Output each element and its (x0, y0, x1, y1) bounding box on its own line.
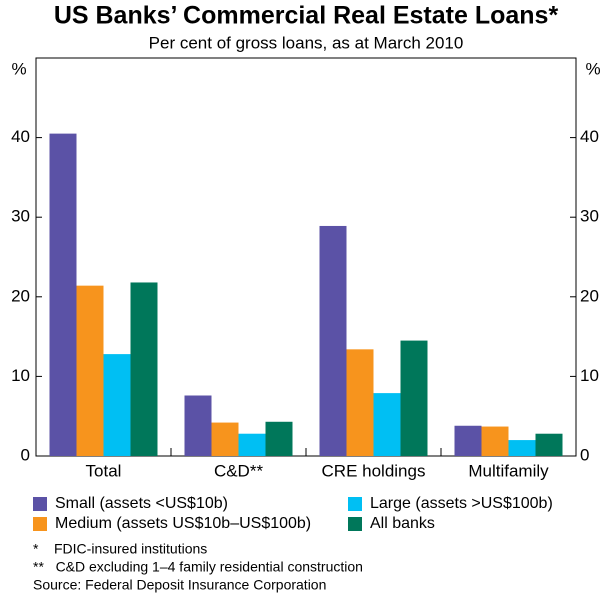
x-tick-label: Total (86, 461, 122, 480)
legend-swatch (348, 517, 362, 531)
legend-swatch (33, 497, 47, 511)
y2-tick-label: 40 (580, 127, 599, 146)
chart-title: US Banks’ Commercial Real Estate Loans* (54, 2, 559, 30)
legend-label: Large (assets >US$100b) (370, 495, 553, 512)
y2-tick-label: 10 (580, 366, 599, 385)
bar (319, 225, 347, 456)
y-tick-label: 20 (11, 286, 30, 305)
y2-tick-label: 30 (580, 207, 599, 226)
y2-axis-label: % (585, 59, 600, 78)
footnote: Source: Federal Deposit Insurance Corpor… (33, 577, 326, 593)
bar (454, 425, 482, 456)
bar (211, 422, 239, 456)
legend-label: Small (assets <US$10b) (55, 495, 228, 512)
y-tick-label: 10 (11, 366, 30, 385)
bar (265, 421, 293, 456)
bar (184, 395, 212, 456)
y2-tick-label: 20 (580, 286, 599, 305)
x-tick-label: CRE holdings (322, 461, 426, 480)
bar (508, 440, 536, 456)
bar (49, 133, 77, 456)
bar (373, 393, 401, 456)
y-tick-label: 40 (11, 127, 30, 146)
bar (481, 426, 509, 456)
legend-swatch (348, 497, 362, 511)
bar (76, 285, 104, 456)
bar (400, 340, 428, 456)
footnote: * FDIC-insured institutions (33, 541, 207, 557)
x-tick-label: Multifamily (468, 461, 549, 480)
y-axis-label: % (11, 59, 26, 78)
footnote: ** C&D excluding 1–4 family residential … (33, 559, 363, 575)
y2-tick-label: 0 (580, 445, 589, 464)
legend-swatch (33, 517, 47, 531)
y-tick-label: 0 (21, 445, 30, 464)
legend-label: All banks (370, 515, 435, 532)
y-tick-label: 30 (11, 207, 30, 226)
x-tick-label: C&D** (214, 461, 264, 480)
bar (130, 282, 158, 456)
bar (238, 433, 266, 456)
chart-subtitle: Per cent of gross loans, as at March 201… (149, 33, 464, 52)
bar (103, 354, 131, 456)
bar (535, 433, 563, 456)
legend-label: Medium (assets US$10b–US$100b) (55, 515, 311, 532)
bar (346, 349, 374, 456)
